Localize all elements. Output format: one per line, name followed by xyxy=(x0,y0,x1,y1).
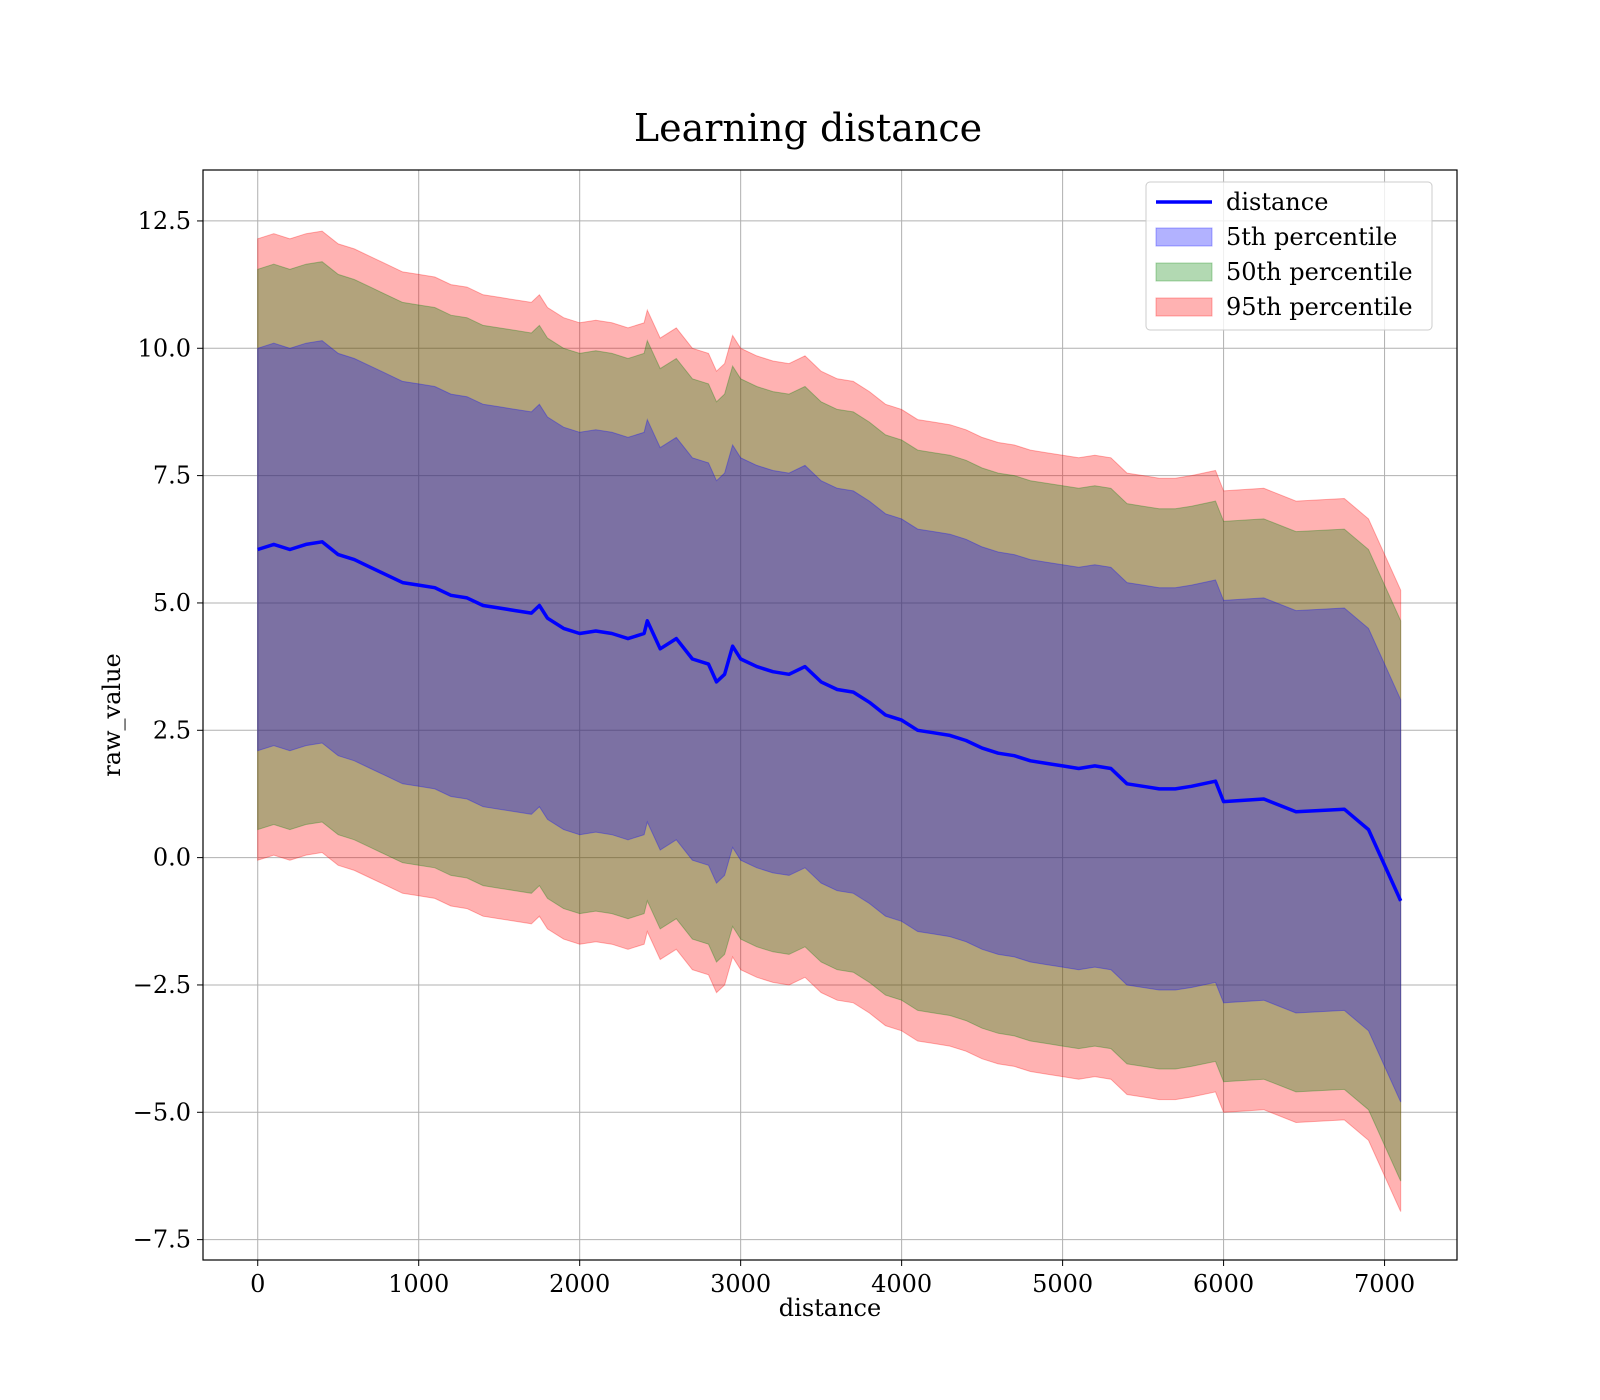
band-95th-percentile xyxy=(257,230,1402,1212)
y-tick-label: −5.0 xyxy=(133,1098,191,1126)
x-tick-label: 7000 xyxy=(1354,1270,1415,1298)
legend-label: 95th percentile xyxy=(1226,293,1413,321)
band-5th-percentile xyxy=(257,340,1402,1103)
legend-box xyxy=(1145,181,1433,331)
legend-label: distance xyxy=(1226,188,1328,216)
y-tick-label: −2.5 xyxy=(133,971,191,999)
x-tick-label: 2000 xyxy=(549,1270,610,1298)
line-distance xyxy=(257,540,1403,902)
x-tick-label: 6000 xyxy=(1193,1270,1254,1298)
axis-ticks: 0 1000 2000 3000 4000 5000 6000 7000 −7.5 −5.0 −2.… xyxy=(133,207,1415,1298)
plot-frame xyxy=(202,169,1458,1261)
y-axis-label: raw_value xyxy=(98,653,126,777)
legend-swatch-50th-percentile xyxy=(1155,262,1213,282)
band-50th-percentile xyxy=(257,261,1402,1182)
legend-label: 5th percentile xyxy=(1226,223,1397,251)
y-tick-label: 10.0 xyxy=(138,334,191,362)
legend-swatch-95th-percentile xyxy=(1155,297,1213,317)
x-tick-label: 3000 xyxy=(710,1270,771,1298)
x-tick-label: 5000 xyxy=(1032,1270,1093,1298)
legend: distance 5th percentile 50th percentile 95t… xyxy=(1145,181,1433,331)
x-tick-label: 4000 xyxy=(871,1270,932,1298)
percentile-bands xyxy=(257,230,1402,1212)
y-tick-label: −7.5 xyxy=(133,1226,191,1254)
chart-title: Learning distance xyxy=(634,106,982,150)
x-tick-label: 1000 xyxy=(388,1270,449,1298)
y-tick-label: 7.5 xyxy=(153,462,191,490)
legend-label: 50th percentile xyxy=(1226,258,1413,286)
x-tick-label: 0 xyxy=(250,1270,265,1298)
legend-swatch-5th-percentile xyxy=(1155,227,1213,247)
y-tick-label: 0.0 xyxy=(153,844,191,872)
y-tick-label: 5.0 xyxy=(153,589,191,617)
grid xyxy=(203,170,1457,1260)
series-lines xyxy=(257,540,1403,902)
y-tick-label: 2.5 xyxy=(153,716,191,744)
y-tick-label: 12.5 xyxy=(138,207,191,235)
x-axis-label: distance xyxy=(779,1294,881,1322)
